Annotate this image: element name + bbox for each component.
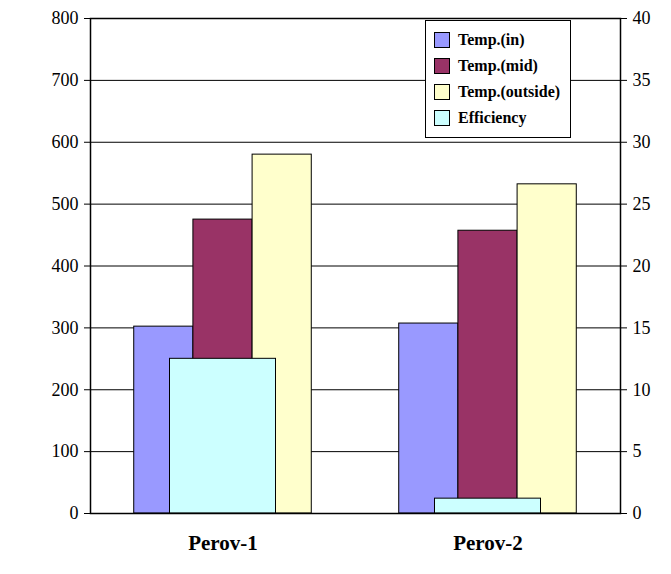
svg-text:5: 5 bbox=[633, 441, 642, 461]
svg-text:800: 800 bbox=[52, 8, 79, 28]
svg-text:700: 700 bbox=[52, 70, 79, 90]
html-text:Efficiency: Efficiency bbox=[458, 109, 527, 126]
svg-text:40: 40 bbox=[633, 8, 651, 28]
svg-text:10: 10 bbox=[633, 380, 651, 400]
svg-text:600: 600 bbox=[52, 132, 79, 152]
svg-text:30: 30 bbox=[633, 132, 651, 152]
html-text:Temp.(mid): Temp.(mid) bbox=[458, 57, 538, 74]
svg-text:Perov-2: Perov-2 bbox=[453, 531, 523, 555]
svg-text:25: 25 bbox=[633, 194, 651, 214]
svg-text:0: 0 bbox=[633, 503, 642, 523]
svg-text:400: 400 bbox=[52, 256, 79, 276]
svg-text:Perov-1: Perov-1 bbox=[188, 531, 258, 555]
svg-text:100: 100 bbox=[52, 441, 79, 461]
html-text:Temp.(in): Temp.(in) bbox=[458, 31, 525, 48]
svg-text:15: 15 bbox=[633, 318, 651, 338]
svg-text:35: 35 bbox=[633, 70, 651, 90]
svg-text:200: 200 bbox=[52, 380, 79, 400]
svg-text:20: 20 bbox=[633, 256, 651, 276]
svg-text:300: 300 bbox=[52, 318, 79, 338]
html-text:Temp.(outside): Temp.(outside) bbox=[458, 83, 561, 100]
svg-text:500: 500 bbox=[52, 194, 79, 214]
svg-text:0: 0 bbox=[70, 503, 79, 523]
